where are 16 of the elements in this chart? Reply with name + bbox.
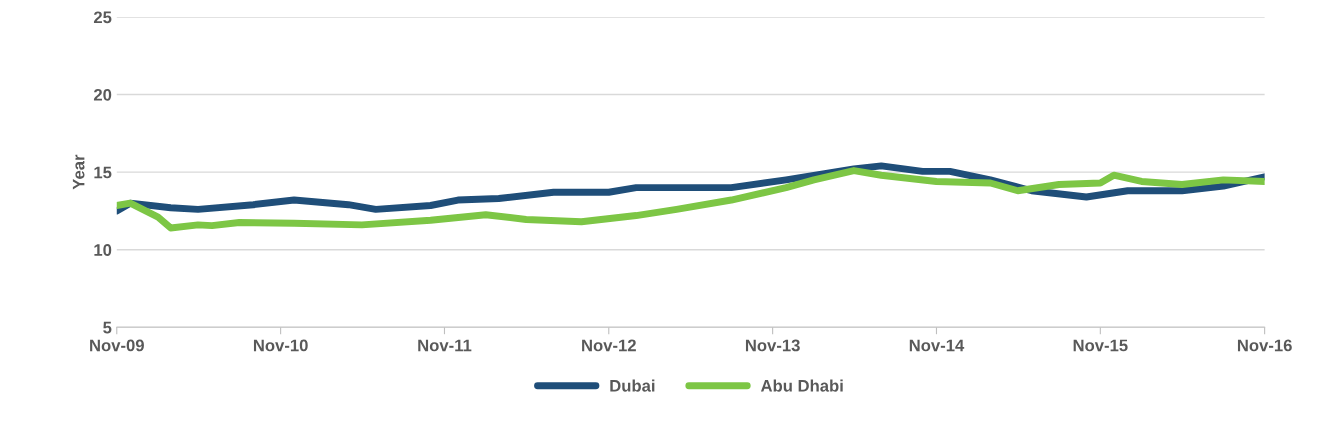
legend-label: Dubai	[610, 379, 655, 392]
y-tick-label: 5	[103, 321, 112, 334]
y-tick-label: 20	[93, 88, 112, 101]
x-tick-label: Nov-09	[90, 339, 144, 352]
x-tick-label: Nov-13	[745, 339, 800, 352]
x-tick-label: Nov-14	[909, 339, 965, 352]
x-tick-label: Nov-15	[1073, 339, 1128, 352]
y-axis-title: Year	[72, 154, 85, 190]
y-tick-label: 15	[94, 166, 112, 179]
y-tick-label: 25	[93, 11, 112, 24]
x-tick-label: Nov-11	[418, 339, 472, 352]
y-tick-label: 10	[94, 244, 112, 256]
x-tick-label: Nov-12	[582, 339, 636, 352]
legend-label: Abu Dhabi	[760, 379, 843, 392]
x-tick-label: Nov-10	[253, 339, 308, 352]
x-tick-label: Nov-16	[1237, 339, 1292, 352]
